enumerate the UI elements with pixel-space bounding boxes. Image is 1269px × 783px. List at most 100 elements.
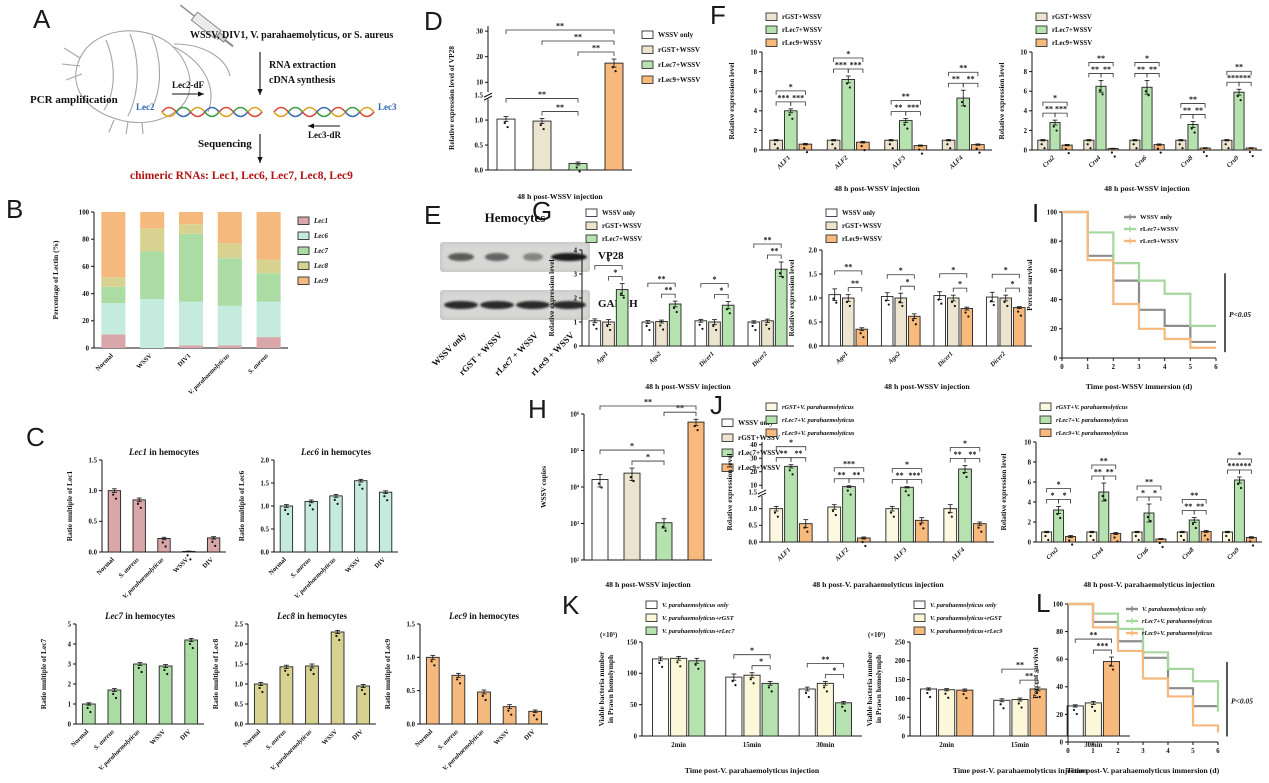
svg-text:Cru4: Cru4 (1088, 154, 1103, 169)
svg-text:**: ** (1103, 65, 1111, 74)
gene-lec3: Lec3 (378, 102, 397, 112)
panel-label-i: I (1032, 198, 1040, 228)
svg-text:2: 2 (754, 128, 758, 135)
svg-text:1: 1 (574, 319, 578, 326)
svg-text:rLec7+V. parahaemolyticus: rLec7+V. parahaemolyticus (782, 417, 855, 424)
svg-text:*: * (1141, 489, 1145, 498)
chart-rnai-rlec7: 0 1 2 3 4 Relative expression level 48 h post-… (546, 202, 800, 394)
svg-text:Percent survival: Percent survival (1031, 647, 1040, 698)
svg-text:Percent survival: Percent survival (1025, 259, 1034, 310)
svg-text:5: 5 (1191, 748, 1195, 755)
svg-text:Normal: Normal (242, 728, 262, 748)
chart-wssv-copies: 10² 10³ 10⁴ 10⁵ 10⁶ WSSV copies 48 h post-WSSV… (538, 398, 794, 592)
svg-text:rLec7+WSSV: rLec7+WSSV (738, 449, 781, 457)
svg-text:100: 100 (895, 696, 906, 703)
svg-text:*: * (1051, 491, 1055, 500)
svg-text:Ratio multiple of Lec7: Ratio multiple of Lec7 (39, 638, 48, 709)
svg-text:1.5: 1.5 (749, 489, 758, 496)
svg-text:1.5: 1.5 (235, 661, 244, 668)
chart-vp28-expression: 0.0 0.5 1.0 1.5 10 20 30 Relative expression le… (446, 12, 736, 204)
svg-text:48 h post-WSSV injection: 48 h post-WSSV injection (884, 382, 970, 391)
chart-lec9-hemocytes: 0.0 0.5 1.0 1.5 Ratio multiple of Lec9 Lec9 i… (382, 608, 554, 774)
svg-text:Time post-V. parahaemolyticus: Time post-V. parahaemolyticus immersion … (1067, 766, 1220, 775)
svg-text:48 h post-WSSV injection: 48 h post-WSSV injection (605, 580, 691, 589)
svg-text:Dicer1: Dicer1 (936, 350, 955, 369)
svg-text:2min: 2min (671, 742, 686, 749)
svg-text:0.5: 0.5 (89, 519, 98, 526)
svg-text:0: 0 (1060, 739, 1064, 746)
svg-text:4: 4 (574, 247, 578, 254)
svg-text:*: * (832, 666, 836, 675)
svg-text:0.5: 0.5 (261, 526, 270, 533)
svg-text:2: 2 (1028, 519, 1032, 526)
svg-text:2.0: 2.0 (809, 247, 818, 254)
svg-text:Dicer1: Dicer1 (697, 350, 716, 369)
svg-text:1.5: 1.5 (407, 621, 416, 628)
svg-text:Lec9: Lec9 (313, 277, 328, 285)
svg-text:1.0: 1.0 (89, 488, 98, 495)
svg-text:**: ** (1100, 457, 1108, 466)
blot-band (515, 301, 551, 309)
svg-text:6: 6 (1028, 479, 1032, 486)
svg-text:Ago1: Ago1 (834, 350, 850, 366)
blot-lane-label: WSSV only (429, 330, 469, 369)
panel-a-workflow: WSSV, DIV1, V. parahaemolyticus, or S. a… (22, 0, 452, 202)
svg-text:Lec1: Lec1 (313, 217, 328, 225)
svg-text:DIV: DIV (179, 728, 193, 742)
svg-text:ALF1: ALF1 (775, 546, 792, 563)
svg-text:4: 4 (1163, 364, 1167, 371)
svg-text:6: 6 (1216, 748, 1220, 755)
svg-text:100: 100 (79, 209, 90, 216)
svg-text:60: 60 (1050, 268, 1057, 275)
svg-text:**: ** (780, 449, 788, 458)
svg-text:ALF3: ALF3 (890, 154, 908, 172)
svg-text:2: 2 (68, 681, 72, 688)
svg-text:Relative expression level: Relative expression level (727, 62, 736, 139)
panel-label-h: H (528, 394, 547, 424)
svg-text:rLec7+WSSV: rLec7+WSSV (782, 27, 822, 34)
svg-text:in Prawn hemolymph: in Prawn hemolymph (606, 655, 615, 723)
svg-text:WSSV only: WSSV only (842, 210, 876, 217)
panel-label-f: F (710, 0, 726, 30)
svg-text:ALF1: ALF1 (775, 154, 792, 171)
svg-text:V. parahaemolyticus+rLec7: V. parahaemolyticus+rLec7 (662, 628, 735, 635)
svg-text:**: ** (1183, 106, 1191, 115)
svg-text:DIV: DIV (523, 728, 537, 742)
svg-text:**: ** (1189, 95, 1197, 104)
svg-text:4: 4 (1028, 499, 1032, 506)
svg-text:Ratio multiple of Lec9: Ratio multiple of Lec9 (383, 638, 392, 709)
svg-text:0.5: 0.5 (809, 319, 818, 326)
svg-text:rGST+WSSV: rGST+WSSV (842, 223, 882, 230)
blot-strip-vp28 (440, 242, 590, 272)
blot-band (523, 253, 543, 261)
svg-text:2.0: 2.0 (235, 641, 244, 648)
blot-strip-gapdh (440, 290, 590, 320)
panel-label-e: E (424, 200, 442, 230)
svg-text:**: ** (1195, 106, 1203, 115)
panel-label-b: B (6, 194, 24, 224)
svg-text:50: 50 (630, 702, 637, 709)
svg-text:40: 40 (82, 291, 89, 298)
svg-text:6: 6 (1214, 364, 1218, 371)
blot-band (551, 301, 587, 309)
svg-text:WSSV only: WSSV only (1140, 214, 1173, 221)
svg-text:**: ** (954, 450, 962, 459)
svg-text:4: 4 (754, 108, 758, 115)
svg-text:2min: 2min (939, 742, 954, 749)
svg-text:**: ** (676, 404, 684, 413)
svg-text:**: ** (592, 44, 600, 53)
svg-text:Relative expression level: Relative expression level (997, 62, 1006, 139)
svg-text:WSSV only: WSSV only (738, 419, 774, 427)
svg-text:*: * (789, 82, 793, 91)
svg-text:48 h post-V. parahaemolyticus: 48 h post-V. parahaemolyticus injection (812, 580, 944, 589)
chart-survival-wssv: 0 20 40 60 80 100 Percent survival Time post-WS… (1024, 202, 1266, 394)
svg-text:1: 1 (1086, 364, 1090, 371)
svg-text:80: 80 (1056, 629, 1063, 636)
svg-text:Cru8: Cru8 (1180, 154, 1195, 169)
svg-text:10: 10 (1024, 439, 1031, 446)
svg-text:***: *** (843, 459, 855, 468)
svg-text:rGST+V. parahaemolyticus: rGST+V. parahaemolyticus (782, 404, 854, 411)
svg-text:ALF3: ALF3 (891, 546, 909, 564)
svg-text:0.0: 0.0 (407, 721, 416, 728)
svg-text:0.0: 0.0 (475, 167, 484, 174)
